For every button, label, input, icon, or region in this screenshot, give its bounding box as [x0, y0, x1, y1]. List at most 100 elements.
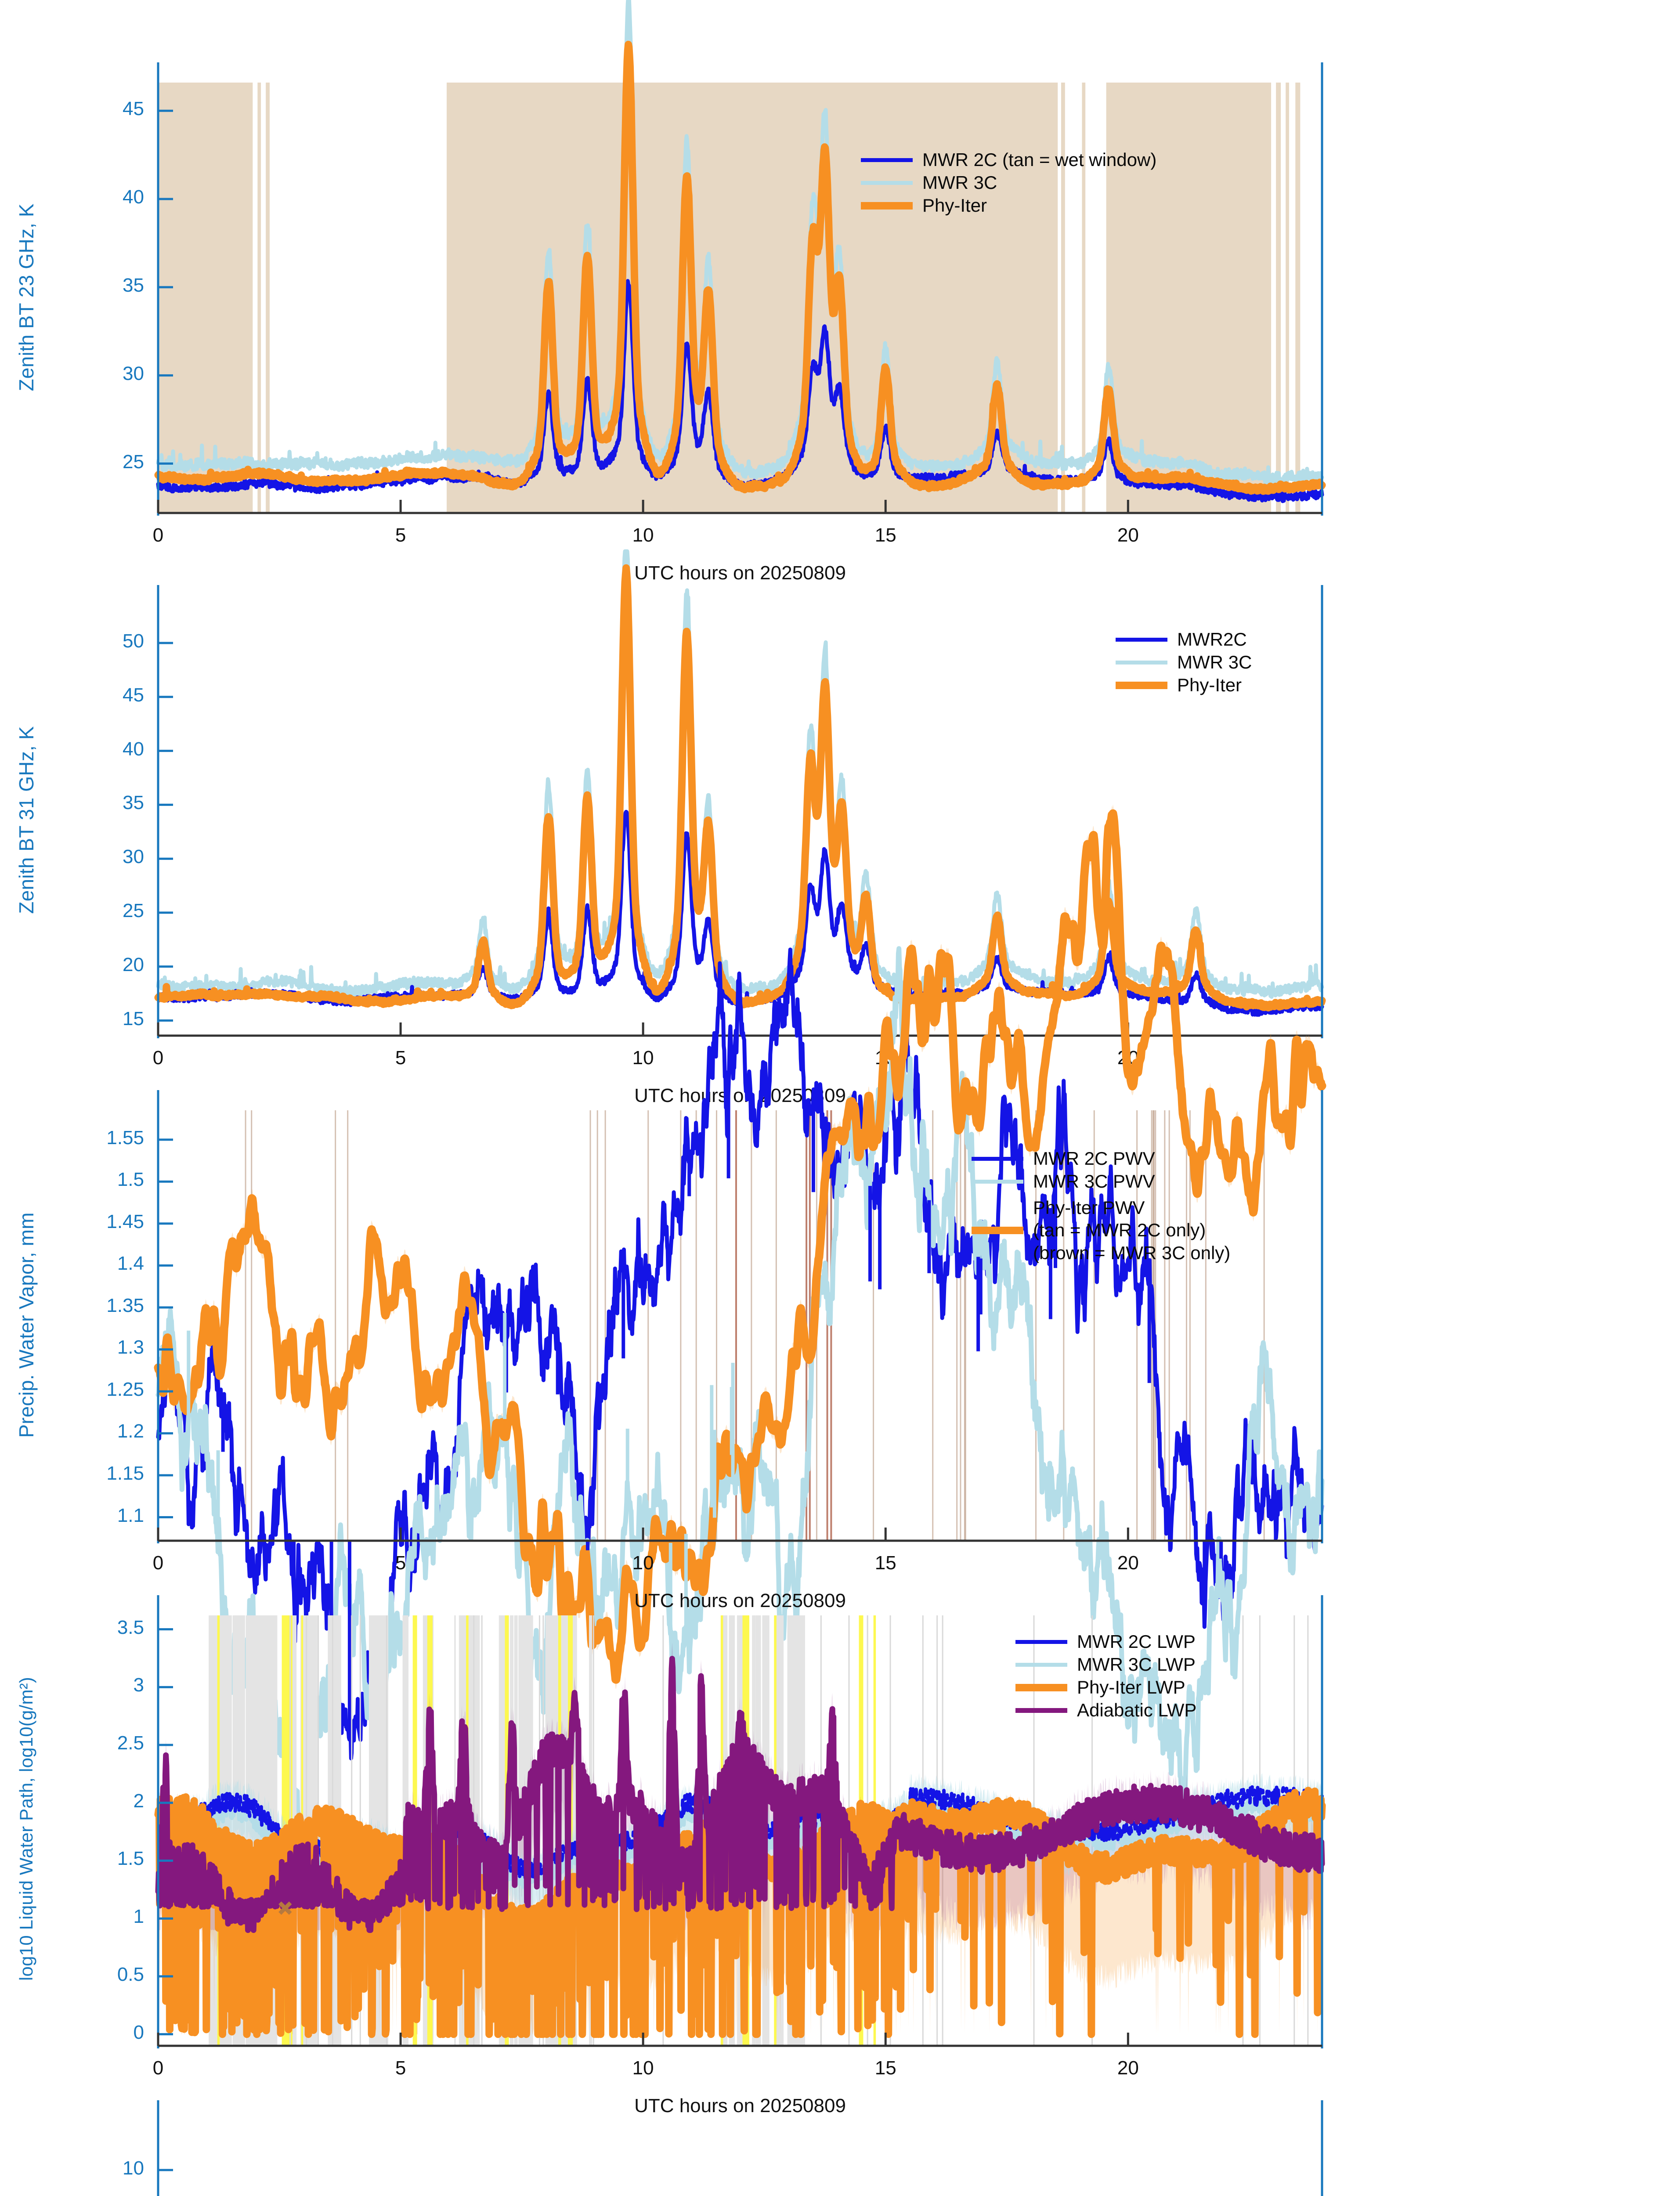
- x-tick-label: 5: [361, 1047, 440, 1069]
- legend-label-line: Phy-Iter PWV: [1033, 1196, 1230, 1219]
- x-tick-label: 20: [1088, 2057, 1167, 2079]
- legend-entry: MWR 3C LWP: [1015, 1653, 1196, 1676]
- legend-label-line: MWR 2C PWV: [1033, 1149, 1155, 1168]
- y-tick-label: 40: [26, 738, 144, 760]
- legend-label: MWR 2C PWV: [1033, 1149, 1155, 1168]
- y-tick-label: 25: [26, 900, 144, 922]
- y-tick-label: 15: [26, 1008, 144, 1030]
- legend-swatch-line: [972, 1157, 1023, 1161]
- y-tick-label: 0: [26, 2022, 144, 2044]
- legend-label-line: MWR 2C LWP: [1077, 1632, 1196, 1651]
- y-tick-label: 2: [26, 1790, 144, 1812]
- legend-label: MWR 3C: [1177, 653, 1252, 672]
- x-tick-label: 0: [119, 1047, 198, 1069]
- x-tick-label: 5: [361, 1552, 440, 1574]
- legend-label-line: (tan = MWR 2C only): [1033, 1219, 1230, 1241]
- y-tick-label: 30: [26, 846, 144, 868]
- y-tick-label: 50: [26, 630, 144, 652]
- x-axis-title: UTC hours on 20250809: [158, 562, 1322, 584]
- data-traces-zenith-bt-31: [158, 551, 1322, 1015]
- legend-swatch-line: [1015, 1640, 1067, 1644]
- legend-label-line: MWR 3C: [1177, 653, 1252, 672]
- x-tick-label: 10: [603, 524, 683, 546]
- legend-swatch-line: [1015, 1708, 1067, 1713]
- y-tick-label: 1.35: [26, 1295, 144, 1317]
- legend-swatch-line: [972, 1227, 1023, 1234]
- legend-label: MWR2C: [1177, 630, 1247, 649]
- y-tick-label: 1.45: [26, 1211, 144, 1233]
- y-tick-label: 1.5: [26, 1848, 144, 1870]
- y-tick-label: 1.55: [26, 1127, 144, 1149]
- legend-entry: MWR2C: [1116, 628, 1252, 651]
- legend-entry: Phy-Iter: [1116, 674, 1252, 697]
- y-tick-label: 1.1: [26, 1505, 144, 1527]
- y-axis-title: Precip. Water Vapor, mm: [14, 1084, 38, 1567]
- y-tick-label: 0.5: [26, 1964, 144, 1986]
- x-axis-title: UTC hours on 20250809: [158, 1085, 1322, 1107]
- legend-precip-water-vapor: MWR 2C PWV MWR 3C PWV Phy-Iter PWV (tan = M…: [972, 1147, 1230, 1268]
- x-tick-label: 15: [846, 524, 925, 546]
- y-tick-label: 2.5: [26, 1732, 144, 1754]
- x-tick-label: 20: [1088, 1047, 1167, 1069]
- y-tick-label: 1.15: [26, 1463, 144, 1484]
- legend-entry: MWR 3C: [1116, 651, 1252, 674]
- y-tick-label: 1.25: [26, 1379, 144, 1401]
- x-tick-label: 20: [1088, 524, 1167, 546]
- legend-entry: Adiabatic LWP: [1015, 1699, 1196, 1722]
- x-tick-label: 15: [846, 1047, 925, 1069]
- panel-dq-flag: 024681005101520UTC hours on 20250809MWR …: [0, 0, 1680, 496]
- legend-swatch-line: [1015, 1684, 1067, 1691]
- y-tick-label: 1.2: [26, 1420, 144, 1442]
- legend-swatch-line: [972, 1180, 1023, 1184]
- y-tick-label: 45: [26, 684, 144, 706]
- legend-label: Phy-Iter LWP: [1077, 1678, 1185, 1697]
- legend-swatch-line: [1116, 682, 1167, 689]
- legend-label: MWR 3C LWP: [1077, 1655, 1196, 1674]
- legend-label-line: MWR 3C LWP: [1077, 1655, 1196, 1674]
- x-tick-label: 10: [603, 1047, 683, 1069]
- x-tick-label: 5: [361, 2057, 440, 2079]
- x-tick-label: 20: [1088, 1552, 1167, 1574]
- y-axis-title: log10 Liquid Water Path, log10(g/m²): [16, 1587, 37, 2070]
- legend-label-line: Phy-Iter LWP: [1077, 1678, 1185, 1697]
- legend-swatch-line: [1116, 638, 1167, 642]
- legend-label-line: Adiabatic LWP: [1077, 1701, 1196, 1720]
- legend-label-line: MWR2C: [1177, 630, 1247, 649]
- y-tick-label: 1.4: [26, 1253, 144, 1275]
- legend-label: MWR 3C PWV: [1033, 1172, 1155, 1191]
- legend-entry: Phy-Iter PWV (tan = MWR 2C only) (brown = …: [972, 1193, 1230, 1268]
- y-tick-label: 10: [26, 2157, 144, 2179]
- y-tick-label: 35: [26, 792, 144, 814]
- y-tick-label: 1.3: [26, 1336, 144, 1358]
- legend-label: Phy-Iter PWV (tan = MWR 2C only) (brown = …: [1033, 1196, 1230, 1264]
- legend-label: Adiabatic LWP: [1077, 1701, 1196, 1720]
- y-tick-label: 3.5: [26, 1617, 144, 1639]
- x-tick-label: 0: [119, 1552, 198, 1574]
- y-axis-title: MWR Phy Iter DQ Flag: [14, 2094, 38, 2196]
- legend-liquid-water-path: MWR 2C LWP MWR 3C LWP Phy-Iter LWP Adiabati…: [1015, 1630, 1196, 1722]
- y-tick-label: 3: [26, 1674, 144, 1696]
- legend-swatch-line: [1015, 1663, 1067, 1667]
- y-tick-label: 1.5: [26, 1169, 144, 1191]
- y-tick-label: 20: [26, 954, 144, 976]
- legend-label-line: MWR 3C PWV: [1033, 1172, 1155, 1191]
- legend-entry: MWR 3C PWV: [972, 1170, 1230, 1193]
- x-tick-label: 5: [361, 524, 440, 546]
- legend-label: Phy-Iter: [1177, 675, 1242, 695]
- legend-entry: MWR 2C PWV: [972, 1147, 1230, 1170]
- y-tick-label: 1: [26, 1906, 144, 1928]
- legend-entry: MWR 2C LWP: [1015, 1630, 1196, 1653]
- legend-label: MWR 2C LWP: [1077, 1632, 1196, 1651]
- x-tick-label: 15: [846, 2057, 925, 2079]
- legend-swatch-line: [1116, 661, 1167, 665]
- legend-zenith-bt-31: MWR2C MWR 3C Phy-Iter: [1116, 628, 1252, 697]
- legend-label-line: Phy-Iter: [1177, 675, 1242, 695]
- legend-entry: Phy-Iter LWP: [1015, 1676, 1196, 1699]
- legend-label-line: (brown = MWR 3C only): [1033, 1242, 1230, 1264]
- x-tick-label: 0: [119, 524, 198, 546]
- x-tick-label: 0: [119, 2057, 198, 2079]
- x-tick-label: 15: [846, 1552, 925, 1574]
- y-axis-title: Zenith BT 31 GHz, K: [14, 578, 38, 1062]
- x-axis-title: UTC hours on 20250809: [158, 2095, 1322, 2117]
